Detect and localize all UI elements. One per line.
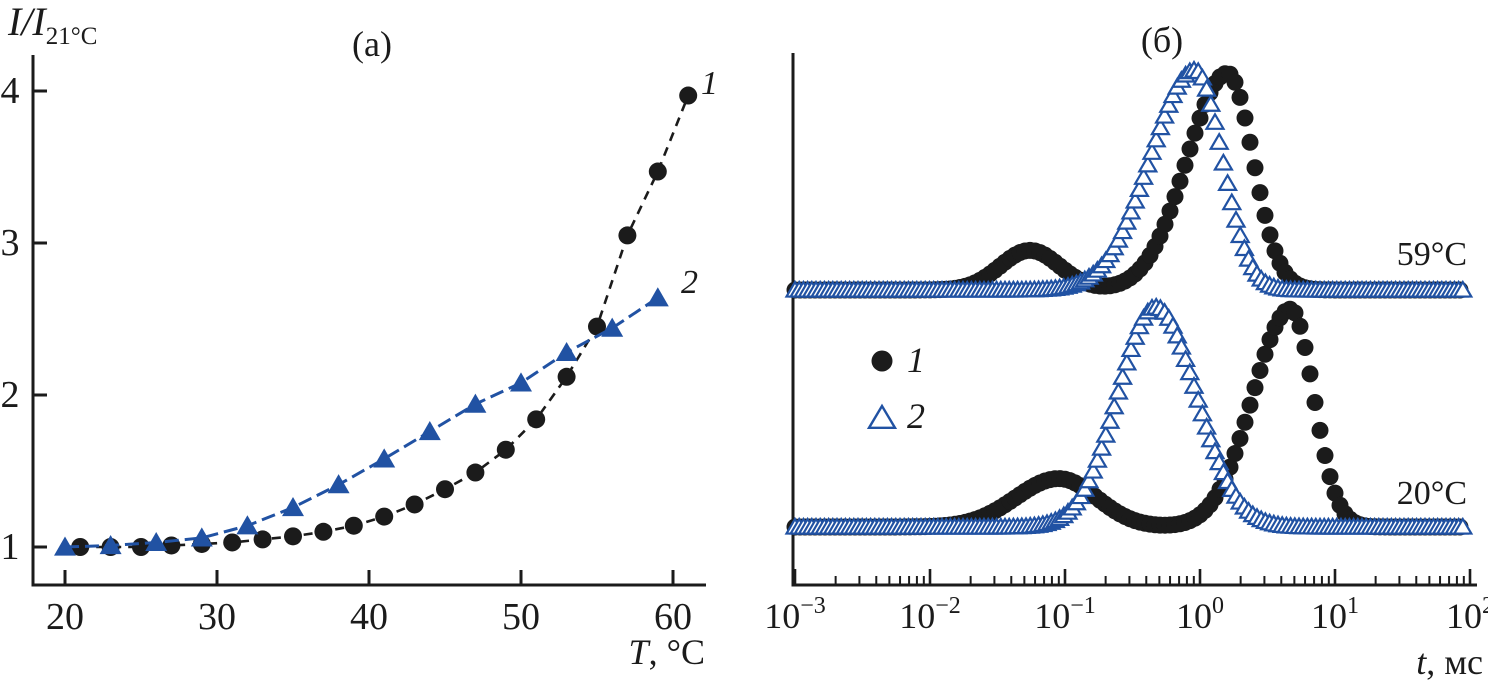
tick-exponent: −1 (1070, 593, 1096, 619)
legend-markers (866, 350, 898, 430)
tick-exponent: 1 (1347, 593, 1359, 619)
temp-label-20c: 20°C (1396, 475, 1467, 512)
y-tick-label: 3 (0, 222, 20, 264)
y-tick-label: 1 (0, 526, 20, 568)
panel-b-axes (791, 53, 1477, 587)
x-tick-label: 30 (198, 596, 236, 638)
tick-base: 10 (1034, 596, 1071, 636)
panel-a-series-2 (54, 287, 669, 556)
y-axis-label-subscript: 21°C (45, 23, 98, 50)
x-tick-label: 102 (1425, 594, 1488, 634)
x-tick-label: 101 (1290, 594, 1380, 634)
y-tick-label: 2 (0, 374, 20, 416)
tick-exponent: −3 (800, 593, 826, 619)
x-tick-label: 10−3 (750, 594, 840, 634)
panel-a-axes (31, 55, 706, 587)
panel-b-20°C-series-2 (784, 296, 1474, 535)
temp-label-59c: 59°C (1396, 236, 1467, 273)
x-tick-label: 10−2 (885, 594, 975, 634)
tick-base: 10 (1446, 596, 1482, 636)
tick-base: 10 (764, 596, 801, 636)
panel-a-series-1 (71, 86, 698, 556)
panel-a-x-axis-label: T, °C (555, 634, 705, 670)
tick-base: 10 (899, 596, 936, 636)
x-axis-label-variable: t (1416, 642, 1427, 682)
x-axis-label-unit: , мс (1426, 642, 1483, 682)
x-axis-label-variable: T (628, 632, 649, 672)
panel-b-59°C-series-2 (784, 59, 1474, 298)
x-tick-label: 10−1 (1020, 594, 1110, 634)
tick-base: 10 (1311, 596, 1347, 636)
panel-b-title: (б) (1140, 20, 1184, 60)
legend-item-2-label: 2 (907, 396, 925, 436)
panel-a-series-2-label: 2 (681, 264, 698, 301)
tick-exponent: 0 (1212, 593, 1224, 619)
y-tick-label: 4 (0, 70, 20, 112)
x-tick-label: 60 (654, 596, 692, 638)
x-tick-label: 100 (1155, 594, 1245, 634)
tick-base: 10 (1176, 596, 1212, 636)
y-axis-label-main: I/I (8, 0, 46, 44)
panel-b-x-axis-label: t, мс (1330, 644, 1483, 680)
tick-exponent: −2 (935, 593, 961, 619)
x-axis-label-unit: , °C (648, 632, 705, 672)
x-tick-label: 20 (46, 596, 84, 638)
panel-a-series-1-label: 1 (701, 65, 718, 102)
panel-a-y-axis-label: I/I21°C (8, 0, 98, 50)
tick-exponent: 2 (1482, 593, 1488, 619)
panel-a-title: (а) (352, 24, 392, 64)
x-tick-label: 40 (350, 596, 388, 638)
x-tick-label: 50 (502, 596, 540, 638)
legend-item-1-label: 1 (907, 340, 925, 380)
